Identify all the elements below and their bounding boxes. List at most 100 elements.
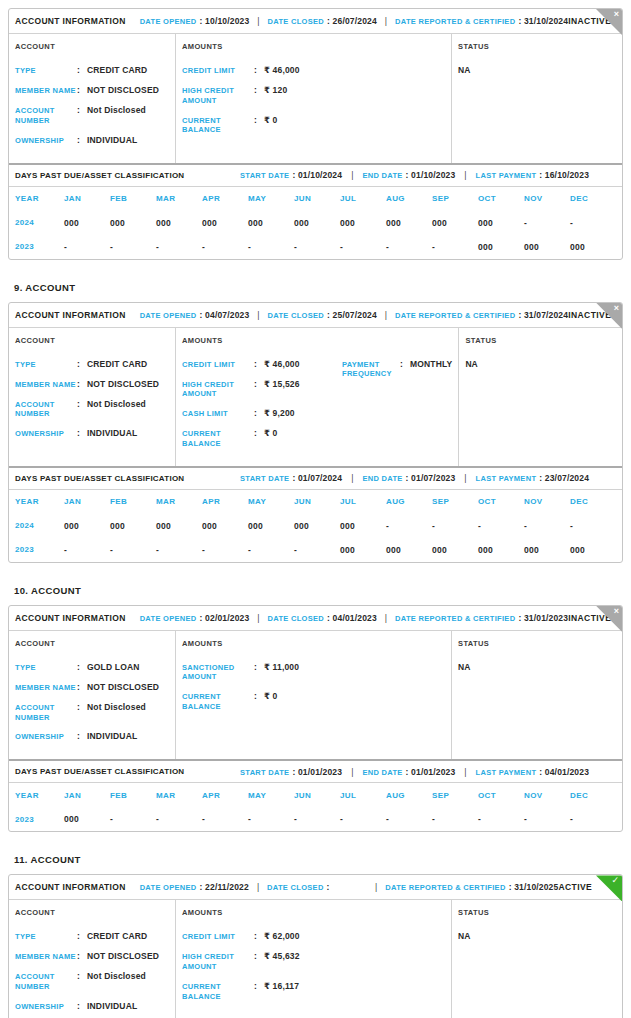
colon: : <box>254 408 264 419</box>
amounts-col-1: CREDIT LIMIT:₹ 46,000 HIGH CREDIT AMOUNT:… <box>182 65 342 144</box>
account-details: ACCOUNTTYPE:CREDIT CARDMEMBER NAME:NOT D… <box>9 34 622 163</box>
close-icon[interactable]: × <box>614 303 619 314</box>
close-icon[interactable]: × <box>614 9 619 20</box>
dpd-date-label: END DATE <box>362 474 402 483</box>
colon: : <box>254 115 264 136</box>
account-info-dates: DATE OPENED: 02/01/2023|DATE CLOSED: 04/… <box>140 613 569 623</box>
account-field: MEMBER NAME:NOT DISCLOSED <box>15 951 169 962</box>
month-header: JUN <box>294 194 340 203</box>
dpd-header: DAYS PAST DUE/ASSET CLASSIFICATIONSTART … <box>9 466 622 490</box>
amount-field: PAYMENT FREQUENCY:MONTHLY <box>342 359 452 380</box>
dpd-cell: 000 <box>156 521 202 531</box>
month-header: MAY <box>248 497 294 506</box>
account-field: ACCOUNT NUMBER:Not Disclosed <box>15 399 169 420</box>
separator: | <box>351 473 353 483</box>
month-header: DEC <box>570 497 616 506</box>
account-field-label: ACCOUNT NUMBER <box>15 702 77 723</box>
separator: | <box>257 882 259 892</box>
dpd-date-label: START DATE <box>240 171 289 180</box>
amount-field-label: CREDIT LIMIT <box>182 359 254 370</box>
month-header: AUG <box>386 497 432 506</box>
account-field-value: Not Disclosed <box>87 702 146 723</box>
account-panel: ACCOUNTTYPE:GOLD LOANMEMBER NAME:NOT DIS… <box>9 631 176 760</box>
amount-field: CURRENT BALANCE:₹ 0 <box>182 691 342 712</box>
account-field-value: NOT DISCLOSED <box>87 951 159 962</box>
status-panel: STATUSNA <box>452 631 622 760</box>
amount-field-label: PAYMENT FREQUENCY <box>342 359 400 380</box>
dpd-dates: START DATE: 01/10/2024|END DATE: 01/10/2… <box>240 170 616 180</box>
month-header: FEB <box>110 497 156 506</box>
amount-field: HIGH CREDIT AMOUNT:₹ 120 <box>182 85 342 106</box>
date-group-value: : 31/10/2025 <box>509 882 559 892</box>
month-header: JUN <box>294 497 340 506</box>
date-group-label: DATE OPENED <box>140 883 197 892</box>
amount-field-value: MONTHLY <box>410 359 452 380</box>
section-title: 11. ACCOUNT <box>14 854 617 865</box>
dpd-table-header-row: YEARJANFEBMARAPRMAYJUNJULAUGSEPOCTNOVDEC <box>15 187 616 211</box>
year-label: 2024 <box>15 218 64 227</box>
close-icon[interactable]: × <box>614 606 619 617</box>
date-group-label: DATE OPENED <box>140 614 197 623</box>
dpd-title: DAYS PAST DUE/ASSET CLASSIFICATION <box>15 171 240 180</box>
account-field-label: TYPE <box>15 662 77 673</box>
date-group: DATE OPENED: 22/11/2022 <box>140 882 249 892</box>
dpd-date-value: : 16/10/2023 <box>539 170 589 180</box>
month-header: DEC <box>570 194 616 203</box>
dpd-table-row: 2024000000000000000000000----- <box>15 514 616 538</box>
colon: : <box>254 951 264 972</box>
colon: : <box>254 65 264 76</box>
dpd-date: START DATE: 01/10/2024 <box>240 170 342 180</box>
account-field: ACCOUNT NUMBER:Not Disclosed <box>15 971 169 992</box>
year-label: 2023 <box>15 545 64 554</box>
dpd-cell: - <box>386 242 432 252</box>
month-header: APR <box>202 497 248 506</box>
amount-field-value: ₹ 62,000 <box>264 931 300 942</box>
amounts-col-2: PAYMENT FREQUENCY:MONTHLY <box>342 359 452 458</box>
month-header: APR <box>202 791 248 800</box>
colon: : <box>77 428 87 439</box>
date-group-label: DATE REPORTED & CERTIFIED <box>395 614 515 623</box>
check-icon[interactable]: ✓ <box>611 875 619 886</box>
account-panel-header: ACCOUNT <box>15 639 169 648</box>
dpd-date: END DATE: 01/07/2023 <box>362 473 455 483</box>
amount-field: CREDIT LIMIT:₹ 46,000 <box>182 65 342 76</box>
amount-field-label: CURRENT BALANCE <box>182 691 254 712</box>
account-info-dates: DATE OPENED: 10/10/2023|DATE CLOSED: 26/… <box>140 16 569 26</box>
dpd-date-value: : 01/01/2023 <box>406 767 456 777</box>
credit-report-page: ACCOUNT INFORMATIONDATE OPENED: 10/10/20… <box>0 0 631 1018</box>
date-group-label: DATE REPORTED & CERTIFIED <box>395 17 515 26</box>
dpd-cell: 000 <box>524 242 570 252</box>
month-header: AUG <box>386 791 432 800</box>
account-field-label: TYPE <box>15 931 77 942</box>
month-header: MAR <box>156 497 202 506</box>
month-header: MAY <box>248 194 294 203</box>
dpd-table-row: 2023------000000000000000000 <box>15 538 616 562</box>
dpd-table: YEARJANFEBMARAPRMAYJUNJULAUGSEPOCTNOVDEC… <box>9 187 622 259</box>
month-header: OCT <box>478 194 524 203</box>
amount-field-label: HIGH CREDIT AMOUNT <box>182 85 254 106</box>
account-field-value: NOT DISCLOSED <box>87 682 159 693</box>
amounts-panel: AMOUNTSCREDIT LIMIT:₹ 46,000HIGH CREDIT … <box>176 328 459 466</box>
dpd-cell: - <box>386 814 432 824</box>
dpd-date: LAST PAYMENT: 16/10/2023 <box>476 170 589 180</box>
dpd-date-label: LAST PAYMENT <box>476 768 537 777</box>
dpd-date-label: START DATE <box>240 474 289 483</box>
account-info-dates: DATE OPENED: 22/11/2022|DATE CLOSED: |DA… <box>140 882 559 892</box>
colon: : <box>77 702 87 723</box>
date-group-label: DATE CLOSED <box>268 17 325 26</box>
account-field: MEMBER NAME:NOT DISCLOSED <box>15 379 169 390</box>
account-field: OWNERSHIP:INDIVIDUAL <box>15 135 169 146</box>
account-field: TYPE:CREDIT CARD <box>15 65 169 76</box>
account-info-header: ACCOUNT INFORMATIONDATE OPENED: 02/01/20… <box>9 606 622 631</box>
amounts-panel: AMOUNTSSANCTIONED AMOUNT:₹ 11,000CURRENT… <box>176 631 452 760</box>
account-field-label: OWNERSHIP <box>15 428 77 439</box>
account-details: ACCOUNTTYPE:GOLD LOANMEMBER NAME:NOT DIS… <box>9 631 622 760</box>
amount-field: CURRENT BALANCE:₹ 16,117 <box>182 981 342 1002</box>
month-header: MAR <box>156 791 202 800</box>
month-header: YEAR <box>15 791 64 800</box>
date-group: DATE OPENED: 10/10/2023 <box>140 16 250 26</box>
account-field: MEMBER NAME:NOT DISCLOSED <box>15 682 169 693</box>
status-panel-header: STATUS <box>458 42 616 51</box>
separator: | <box>257 613 259 623</box>
dpd-table: YEARJANFEBMARAPRMAYJUNJULAUGSEPOCTNOVDEC… <box>9 783 622 831</box>
